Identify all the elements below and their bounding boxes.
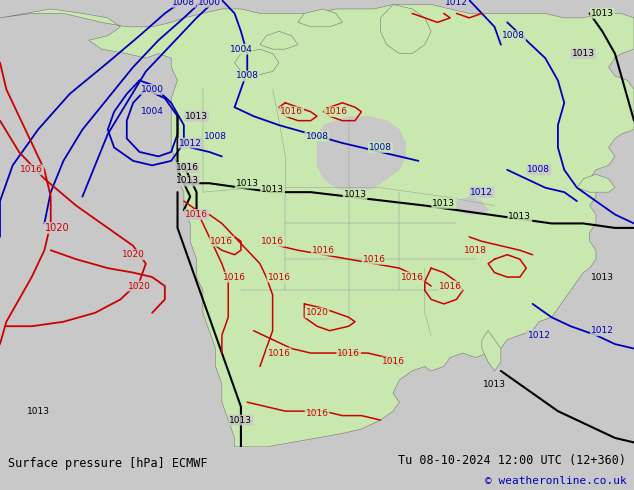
Text: 1016: 1016 xyxy=(20,165,43,174)
Text: 1016: 1016 xyxy=(223,272,246,282)
Text: 1013: 1013 xyxy=(572,49,595,58)
Text: 1020: 1020 xyxy=(128,281,151,291)
Text: 1008: 1008 xyxy=(236,72,259,80)
Text: 1016: 1016 xyxy=(325,107,347,116)
Text: 1013: 1013 xyxy=(344,190,366,199)
Text: 1016: 1016 xyxy=(439,281,462,291)
Text: 1018: 1018 xyxy=(464,246,487,255)
Text: 1016: 1016 xyxy=(363,255,385,264)
Polygon shape xyxy=(577,174,615,192)
Polygon shape xyxy=(235,49,279,76)
Text: 1020: 1020 xyxy=(306,308,328,318)
Text: 1013: 1013 xyxy=(230,416,252,424)
Polygon shape xyxy=(260,31,298,49)
Text: © weatheronline.co.uk: © weatheronline.co.uk xyxy=(484,476,626,487)
Text: 1008: 1008 xyxy=(204,132,227,141)
Text: 1008: 1008 xyxy=(502,31,525,40)
Text: 1013: 1013 xyxy=(176,176,198,186)
Text: 1020: 1020 xyxy=(122,250,145,259)
Text: 1012: 1012 xyxy=(470,188,493,196)
Text: Surface pressure [hPa] ECMWF: Surface pressure [hPa] ECMWF xyxy=(8,457,207,470)
Text: 1016: 1016 xyxy=(280,107,303,116)
Text: 1004: 1004 xyxy=(141,107,164,116)
Polygon shape xyxy=(380,4,431,53)
Text: 1013: 1013 xyxy=(591,272,614,282)
Polygon shape xyxy=(482,331,501,371)
Text: 1013: 1013 xyxy=(261,185,284,195)
Text: 1016: 1016 xyxy=(210,237,233,246)
Text: Tu 08-10-2024 12:00 UTC (12+360): Tu 08-10-2024 12:00 UTC (12+360) xyxy=(398,454,626,467)
Text: 1013: 1013 xyxy=(27,407,49,416)
Text: 1000: 1000 xyxy=(141,85,164,94)
Text: 1008: 1008 xyxy=(527,165,550,174)
Text: 1012: 1012 xyxy=(445,0,468,7)
Text: 1016: 1016 xyxy=(176,163,198,172)
Text: 1013: 1013 xyxy=(236,179,259,188)
Text: 1012: 1012 xyxy=(591,326,614,335)
Polygon shape xyxy=(298,9,342,27)
Text: 1004: 1004 xyxy=(230,45,252,54)
Text: 1016: 1016 xyxy=(337,348,360,358)
Polygon shape xyxy=(456,196,488,215)
Text: 1012: 1012 xyxy=(179,139,202,147)
Text: 1013: 1013 xyxy=(591,9,614,18)
Text: 1016: 1016 xyxy=(306,409,328,418)
Text: 1016: 1016 xyxy=(268,348,290,358)
Text: 1016: 1016 xyxy=(401,272,424,282)
Text: 1008: 1008 xyxy=(369,143,392,152)
Text: 1000: 1000 xyxy=(198,0,221,7)
Text: 1008: 1008 xyxy=(306,132,328,141)
Text: 1008: 1008 xyxy=(172,0,195,7)
Text: 1012: 1012 xyxy=(527,331,550,340)
Text: 1016: 1016 xyxy=(185,210,208,219)
Text: 1016: 1016 xyxy=(382,358,404,367)
Polygon shape xyxy=(317,116,406,192)
Polygon shape xyxy=(0,4,634,447)
Text: 1013: 1013 xyxy=(432,199,455,208)
Text: 1016: 1016 xyxy=(312,246,335,255)
Text: 1013: 1013 xyxy=(483,380,506,389)
Text: 1016: 1016 xyxy=(268,272,290,282)
Text: 1013: 1013 xyxy=(185,112,208,121)
Text: 1013: 1013 xyxy=(508,212,531,221)
Text: 1016: 1016 xyxy=(261,237,284,246)
Text: 1020: 1020 xyxy=(45,223,69,233)
